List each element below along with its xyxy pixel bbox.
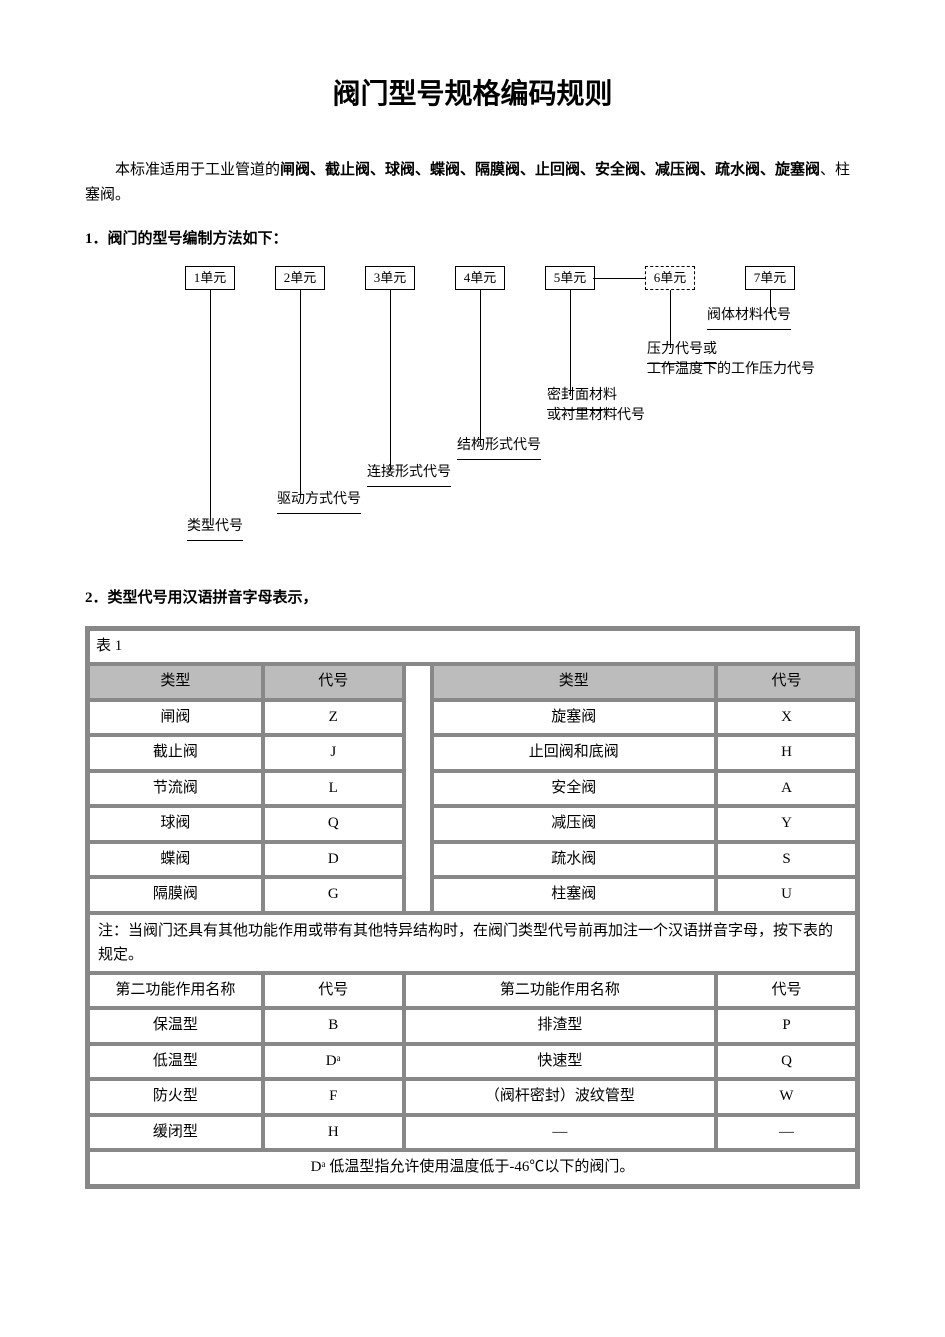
unit-box-3: 3单元 (365, 266, 415, 290)
diagram-label-7: 类型代号 (187, 515, 243, 541)
unit-box-1: 1单元 (185, 266, 235, 290)
table-row: 保温型 (89, 1009, 262, 1043)
table-row: Q (264, 807, 403, 841)
intro-bold: 闸阀、截止阀、球阀、蝶阀、隔膜阀、止回阀、安全阀、减压阀、疏水阀、旋塞阀 (280, 162, 820, 178)
table-row: Dᵃ (264, 1045, 403, 1079)
table-row: Z (264, 701, 403, 735)
section-2-heading: 2．类型代号用汉语拼音字母表示， (85, 586, 860, 612)
table-row: P (717, 1009, 856, 1043)
table-row: U (717, 878, 856, 912)
unit-box-7: 7单元 (745, 266, 795, 290)
table-row: 低温型 (89, 1045, 262, 1079)
unit-box-6: 6单元 (645, 266, 695, 290)
table-spacer (405, 665, 431, 912)
unit-box-5: 5单元 (545, 266, 595, 290)
table-row: 节流阀 (89, 772, 262, 806)
diagram-label-3-line2: 或衬里材料代号 (547, 404, 645, 428)
section-1-heading: 1．阀门的型号编制方法如下： (85, 227, 860, 253)
table-row: 隔膜阀 (89, 878, 262, 912)
table-row: B (264, 1009, 403, 1043)
diagram-label-5: 连接形式代号 (367, 461, 451, 487)
table-row: 减压阀 (433, 807, 715, 841)
table-row: Y (717, 807, 856, 841)
table-row: X (717, 701, 856, 735)
diagram-label-4: 结构形式代号 (457, 434, 541, 460)
th-code-1: 代号 (264, 665, 403, 699)
th-code-2: 代号 (717, 665, 856, 699)
diagram-label-2-line2: 工作温度下的工作压力代号 (647, 358, 815, 382)
table-row: 防火型 (89, 1080, 262, 1114)
table-row: 止回阀和底阀 (433, 736, 715, 770)
table-row: 球阀 (89, 807, 262, 841)
table-1: 表 1类型代号类型代号闸阀Z旋塞阀X截止阀J止回阀和底阀H节流阀L安全阀A球阀Q… (85, 626, 860, 1189)
table-row: Q (717, 1045, 856, 1079)
table-footnote: Dᵃ 低温型指允许使用温度低于-46℃以下的阀门。 (89, 1151, 856, 1185)
table-row: 闸阀 (89, 701, 262, 735)
coding-diagram: 1单元2单元3单元4单元5单元6单元7单元阀体材料代号压力代号或工作温度下的工作… (145, 266, 820, 566)
th2-name-1: 第二功能作用名称 (89, 974, 262, 1008)
intro-paragraph: 本标准适用于工业管道的闸阀、截止阀、球阀、蝶阀、隔膜阀、止回阀、安全阀、减压阀、… (85, 158, 860, 209)
table-row: G (264, 878, 403, 912)
th-type-1: 类型 (89, 665, 262, 699)
table-row: A (717, 772, 856, 806)
table-row: 旋塞阀 (433, 701, 715, 735)
page-title: 阀门型号规格编码规则 (85, 70, 860, 118)
table-row: 安全阀 (433, 772, 715, 806)
table-row: 快速型 (405, 1045, 715, 1079)
table-row: F (264, 1080, 403, 1114)
th-type-2: 类型 (433, 665, 715, 699)
table-row: 排渣型 (405, 1009, 715, 1043)
table-row: 疏水阀 (433, 843, 715, 877)
intro-plain: 本标准适用于工业管道的 (115, 162, 280, 178)
th2-code-2: 代号 (717, 974, 856, 1008)
th2-code-1: 代号 (264, 974, 403, 1008)
table-row: S (717, 843, 856, 877)
table-row: 蝶阀 (89, 843, 262, 877)
table-row: H (717, 736, 856, 770)
diagram-label-1: 阀体材料代号 (707, 304, 791, 330)
unit-box-2: 2单元 (275, 266, 325, 290)
table-row: 柱塞阀 (433, 878, 715, 912)
table-note: 注：当阀门还具有其他功能作用或带有其他特异结构时，在阀门类型代号前再加注一个汉语… (89, 914, 856, 972)
table-row: J (264, 736, 403, 770)
table-row: （阀杆密封）波纹管型 (405, 1080, 715, 1114)
table-row: D (264, 843, 403, 877)
table-row: W (717, 1080, 856, 1114)
table-row: — (405, 1116, 715, 1150)
diagram-label-6: 驱动方式代号 (277, 488, 361, 514)
table-row: — (717, 1116, 856, 1150)
table-row: 缓闭型 (89, 1116, 262, 1150)
th2-name-2: 第二功能作用名称 (405, 974, 715, 1008)
table-row: H (264, 1116, 403, 1150)
table-caption: 表 1 (89, 630, 856, 664)
table-row: L (264, 772, 403, 806)
unit-box-4: 4单元 (455, 266, 505, 290)
table-row: 截止阀 (89, 736, 262, 770)
